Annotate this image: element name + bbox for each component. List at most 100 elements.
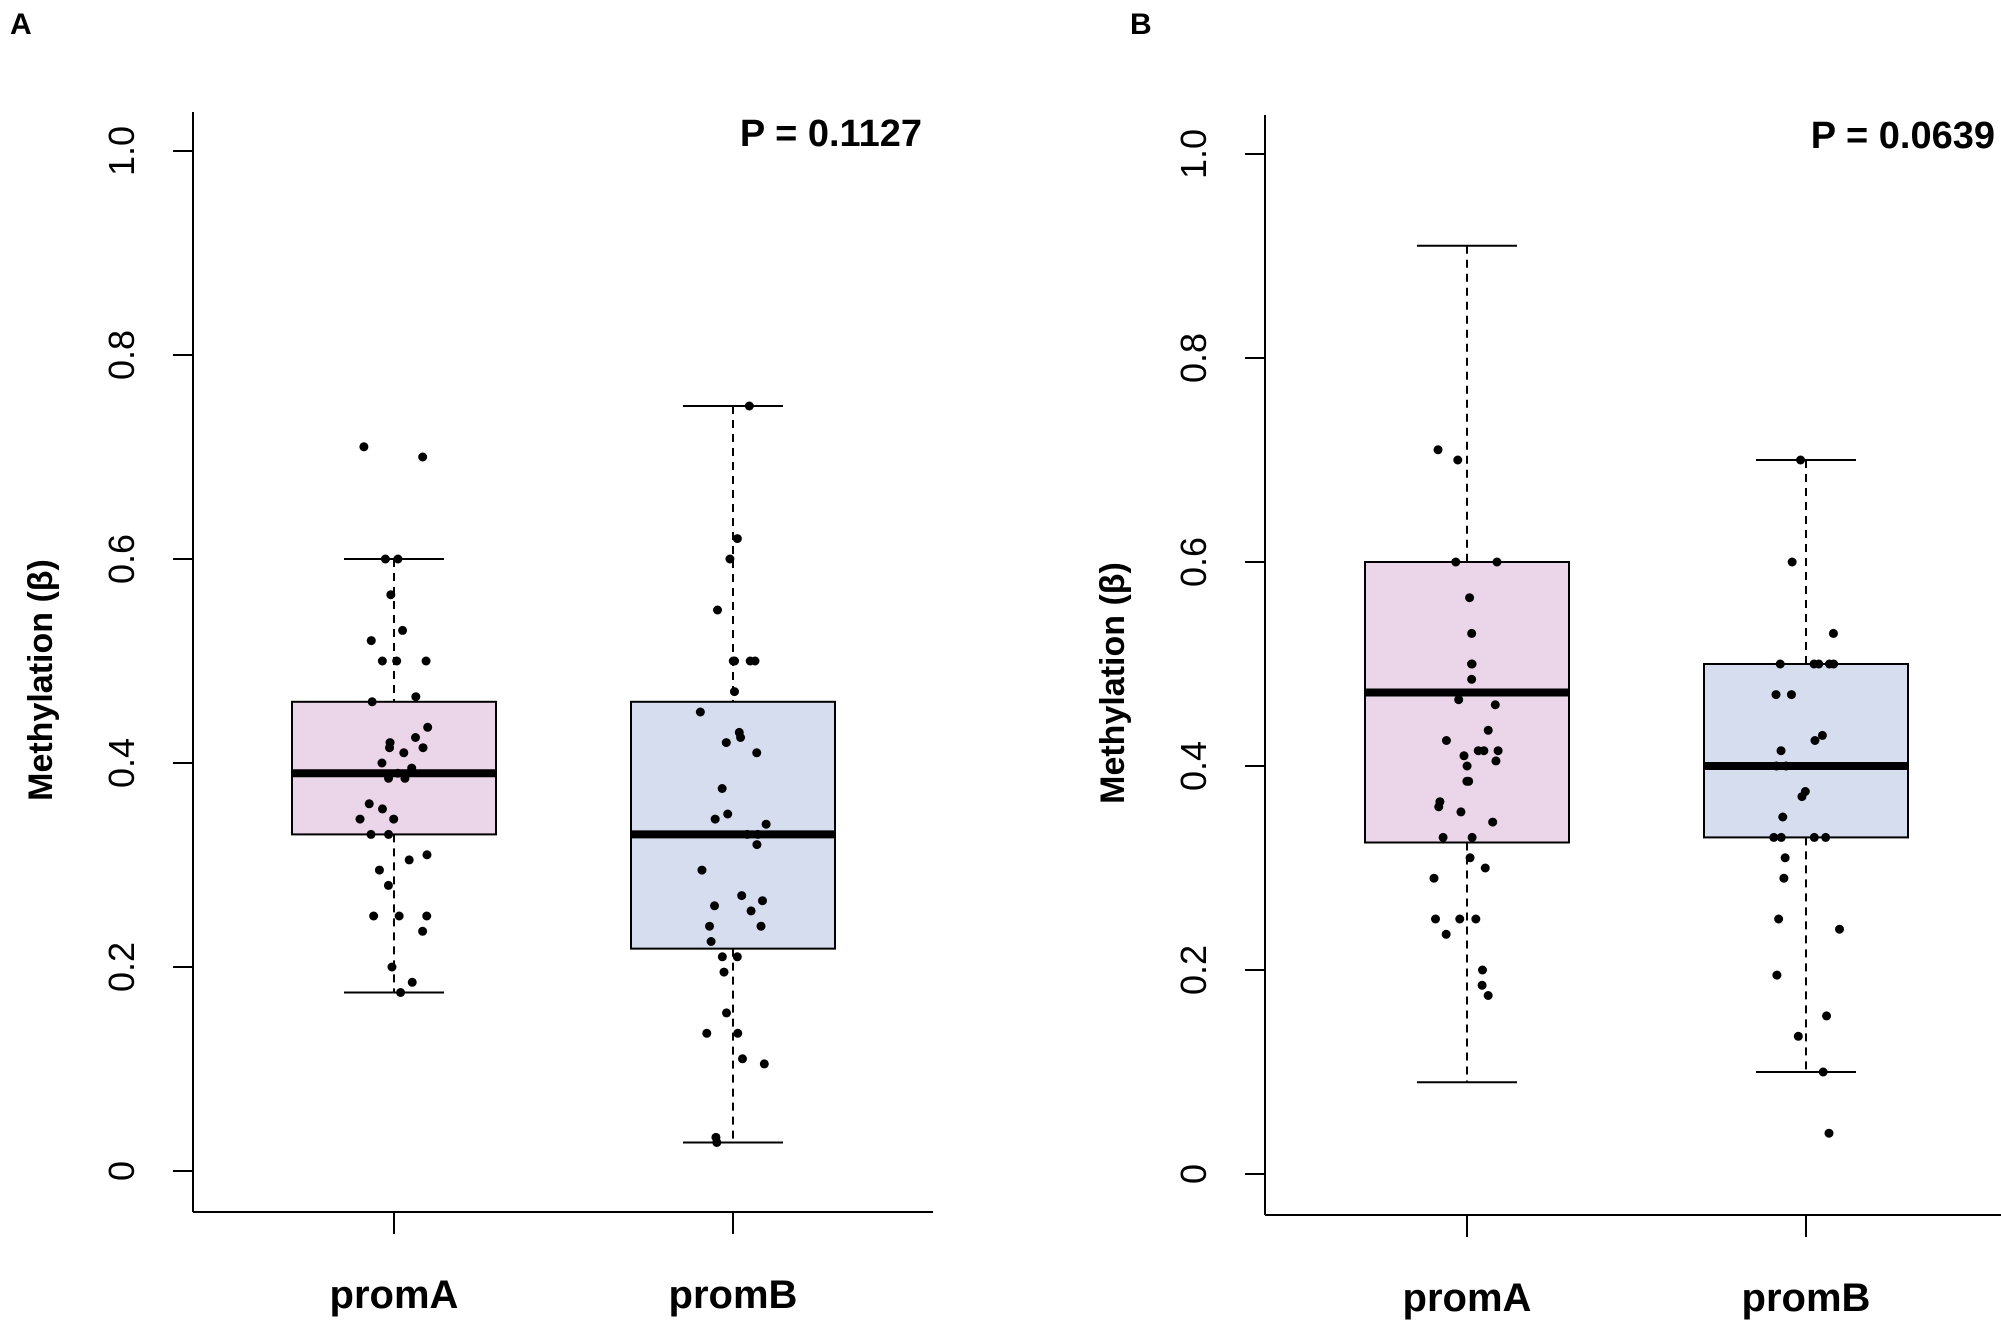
data-point-a-0-5 [398,625,408,635]
data-point-a-0-26 [355,814,365,824]
box-a-0 [291,700,497,836]
data-point-a-0-33 [369,911,379,921]
data-point-a-0-20 [393,768,403,778]
data-point-b-1-16 [1797,792,1807,802]
data-point-a-1-26 [705,921,715,931]
data-point-a-0-2 [393,554,403,564]
y-tick-label-b-1: 0.2 [1173,945,1214,995]
data-point-a-1-8 [729,687,739,697]
data-point-b-0-18 [1462,761,1472,771]
data-point-b-1-24 [1774,914,1784,924]
data-point-b-0-3 [1492,557,1502,567]
data-point-a-0-23 [364,799,374,809]
data-point-a-0-11 [367,697,377,707]
data-point-a-1-27 [756,921,766,931]
data-point-a-1-5 [745,656,755,666]
data-point-a-0-30 [404,855,414,865]
data-point-a-1-23 [757,896,767,906]
data-point-a-1-11 [736,733,746,742]
data-point-a-1-14 [717,784,727,793]
box-b-0 [1364,561,1570,844]
panel-a: A P = 0.1127 Methylation (β) promA promB… [10,8,933,1317]
data-point-a-1-32 [721,1008,731,1018]
data-point-a-0-16 [385,743,395,753]
data-point-a-0-31 [374,865,384,875]
data-point-b-1-7 [1824,659,1834,669]
data-point-a-0-1 [359,442,369,452]
data-point-a-0-4 [386,590,396,600]
data-point-a-1-15 [723,809,733,819]
data-point-a-1-21 [697,865,707,875]
box-b-1 [1703,663,1909,839]
data-point-b-1-21 [1821,832,1831,842]
data-point-a-0-15 [418,743,428,753]
panel-label-a: A [10,8,32,41]
data-point-a-0-32 [383,880,393,890]
data-point-b-0-31 [1431,914,1441,924]
data-point-b-0-23 [1456,807,1466,817]
data-point-b-1-19 [1776,832,1786,842]
data-point-a-0-3 [380,554,390,564]
data-point-a-1-12 [721,738,731,748]
data-point-a-0-10 [411,692,421,702]
data-point-b-0-0 [1433,445,1443,455]
data-point-b-0-29 [1429,873,1439,883]
data-point-b-1-29 [1818,1067,1828,1077]
data-point-b-1-8 [1771,690,1781,700]
data-point-a-1-20 [752,840,762,850]
data-point-a-1-29 [717,952,727,962]
y-tick-label-b-2: 0.4 [1173,741,1214,791]
y-axis-label-a: Methylation (β) [22,559,60,801]
data-point-b-1-10 [1817,730,1827,740]
data-point-b-0-22 [1434,802,1444,812]
data-point-a-0-24 [377,804,387,814]
y-tick-label-a-3: 0.6 [101,534,142,584]
data-point-a-1-2 [725,554,735,564]
data-point-b-1-5 [1814,659,1824,669]
data-point-b-0-26 [1438,832,1448,842]
y-tick-label-b-4: 0.8 [1173,333,1214,383]
data-point-b-1-11 [1810,736,1820,745]
data-point-a-1-0 [744,401,754,411]
data-point-a-0-6 [366,636,376,646]
data-point-a-0-27 [366,829,376,839]
data-point-b-0-1 [1453,455,1463,465]
data-point-a-0-21 [400,773,410,783]
y-tick-label-a-0: 0 [101,1161,142,1181]
data-point-a-1-33 [733,1028,743,1038]
data-point-b-1-27 [1822,1011,1832,1021]
data-point-a-1-1 [732,534,742,544]
data-point-b-1-23 [1779,873,1789,883]
data-point-b-0-12 [1441,736,1451,745]
data-point-a-1-24 [710,901,720,911]
data-point-a-0-29 [422,850,432,860]
data-point-a-0-13 [410,733,420,742]
data-point-b-1-0 [1796,455,1806,465]
data-point-a-1-34 [702,1028,712,1038]
data-point-b-1-9 [1786,690,1796,700]
data-point-b-1-30 [1824,1128,1834,1138]
data-point-b-0-2 [1451,557,1461,567]
data-point-b-0-28 [1480,863,1490,873]
data-point-b-1-22 [1780,853,1790,863]
data-point-b-1-14 [1781,761,1791,771]
data-point-a-0-12 [423,722,433,732]
data-point-b-0-25 [1467,832,1477,842]
data-point-a-1-35 [737,1054,747,1064]
data-point-a-1-36 [759,1059,769,1069]
data-point-b-1-26 [1772,970,1782,980]
data-point-b-0-4 [1465,593,1475,603]
data-point-a-0-25 [389,814,399,824]
data-point-a-1-17 [761,819,771,829]
data-point-a-0-35 [422,911,432,921]
p-value-a: P = 0.1127 [740,113,922,155]
data-point-b-0-30 [1471,914,1481,924]
data-point-b-0-14 [1473,746,1483,756]
y-tick-label-a-5: 1.0 [101,126,142,176]
data-point-a-1-30 [732,952,742,962]
panel-label-b: B [1130,8,1152,41]
y-tick-label-b-0: 0 [1173,1164,1214,1184]
data-point-a-1-25 [746,906,756,916]
y-tick-label-a-4: 0.8 [101,330,142,380]
data-point-b-0-36 [1483,991,1493,1000]
